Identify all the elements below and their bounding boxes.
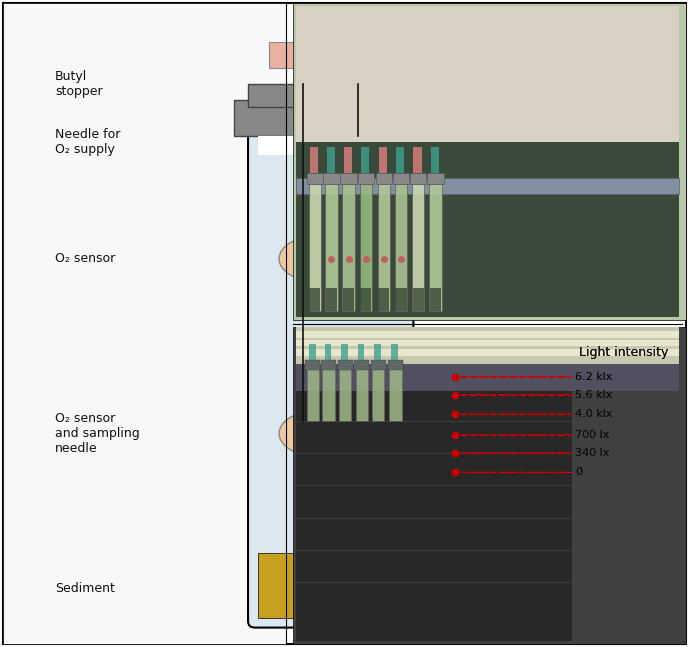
Bar	[396, 147, 404, 173]
Bar	[343, 288, 354, 311]
Bar	[325, 184, 338, 311]
FancyBboxPatch shape	[248, 129, 413, 628]
Bar	[378, 184, 390, 311]
Bar	[389, 369, 402, 421]
Text: 340 lx: 340 lx	[575, 448, 610, 458]
Bar	[358, 344, 364, 360]
Bar	[296, 331, 679, 338]
Text: Needle for
O₂ supply: Needle for O₂ supply	[55, 128, 121, 157]
Text: 5.6 klx: 5.6 klx	[575, 389, 613, 400]
Bar	[344, 147, 352, 173]
Text: 4.0 klx: 4.0 klx	[575, 409, 613, 419]
Bar	[342, 184, 355, 311]
Bar	[269, 42, 296, 68]
Text: 0: 0	[575, 467, 582, 477]
Bar	[413, 147, 422, 173]
Text: O₂ sensor
and sampling
needle: O₂ sensor and sampling needle	[55, 412, 140, 455]
Bar	[307, 173, 323, 184]
Bar	[296, 340, 679, 346]
Bar	[429, 184, 442, 311]
Bar	[395, 288, 407, 311]
Bar	[340, 173, 357, 184]
Text: 0: 0	[575, 467, 582, 477]
Text: 5.6 klx: 5.6 klx	[575, 389, 613, 400]
Bar	[372, 369, 384, 421]
Bar	[360, 184, 372, 311]
Bar	[374, 344, 381, 360]
Bar	[309, 344, 316, 360]
Bar	[305, 360, 320, 370]
Bar	[431, 147, 439, 173]
Bar	[258, 136, 403, 155]
Ellipse shape	[279, 411, 355, 456]
Bar	[296, 178, 679, 194]
Text: Light intensity: Light intensity	[579, 346, 668, 359]
Bar	[293, 327, 686, 644]
Bar	[354, 360, 369, 370]
Bar	[339, 369, 351, 421]
Bar	[309, 184, 321, 311]
Bar	[413, 288, 424, 311]
Bar	[309, 288, 320, 311]
Text: 700 lx: 700 lx	[575, 430, 610, 440]
Bar	[234, 100, 427, 136]
Bar	[410, 173, 426, 184]
Text: Butyl
stopper: Butyl stopper	[55, 70, 103, 98]
Ellipse shape	[279, 236, 355, 281]
Bar	[322, 369, 335, 421]
Bar	[296, 369, 572, 641]
Bar	[296, 6, 679, 142]
Bar	[376, 173, 392, 184]
Bar	[356, 369, 368, 421]
Bar	[293, 3, 686, 320]
Bar	[358, 42, 386, 68]
Bar	[360, 288, 371, 311]
Bar	[321, 360, 336, 370]
Bar	[310, 147, 318, 173]
Bar	[3, 3, 286, 644]
Text: O₂ sensor: O₂ sensor	[55, 252, 115, 265]
Bar	[258, 553, 403, 618]
Bar	[326, 288, 337, 311]
Text: 700 lx: 700 lx	[575, 430, 610, 440]
Bar	[412, 184, 424, 311]
Text: 6.2 klx: 6.2 klx	[575, 371, 613, 382]
Bar	[378, 288, 389, 311]
Bar	[391, 344, 398, 360]
Text: 6.2 klx: 6.2 klx	[575, 371, 613, 382]
Bar	[307, 369, 319, 421]
Bar	[296, 142, 679, 317]
Bar	[327, 147, 335, 173]
Bar	[430, 288, 441, 311]
Bar	[248, 84, 413, 107]
Text: Sediment: Sediment	[55, 582, 115, 595]
Bar	[338, 360, 353, 370]
Bar	[379, 147, 387, 173]
Text: Light intensity: Light intensity	[579, 346, 668, 359]
Bar	[325, 344, 331, 360]
Bar	[358, 173, 374, 184]
Bar	[296, 349, 679, 356]
Bar	[395, 184, 407, 311]
Text: 4.0 klx: 4.0 klx	[575, 409, 613, 419]
Bar	[296, 364, 679, 391]
Bar	[393, 173, 409, 184]
Bar	[341, 344, 348, 360]
Bar	[361, 147, 369, 173]
Text: 340 lx: 340 lx	[575, 448, 610, 458]
Bar	[388, 360, 403, 370]
Bar	[371, 360, 386, 370]
Bar	[323, 173, 340, 184]
Bar	[427, 173, 444, 184]
Bar	[296, 327, 679, 366]
